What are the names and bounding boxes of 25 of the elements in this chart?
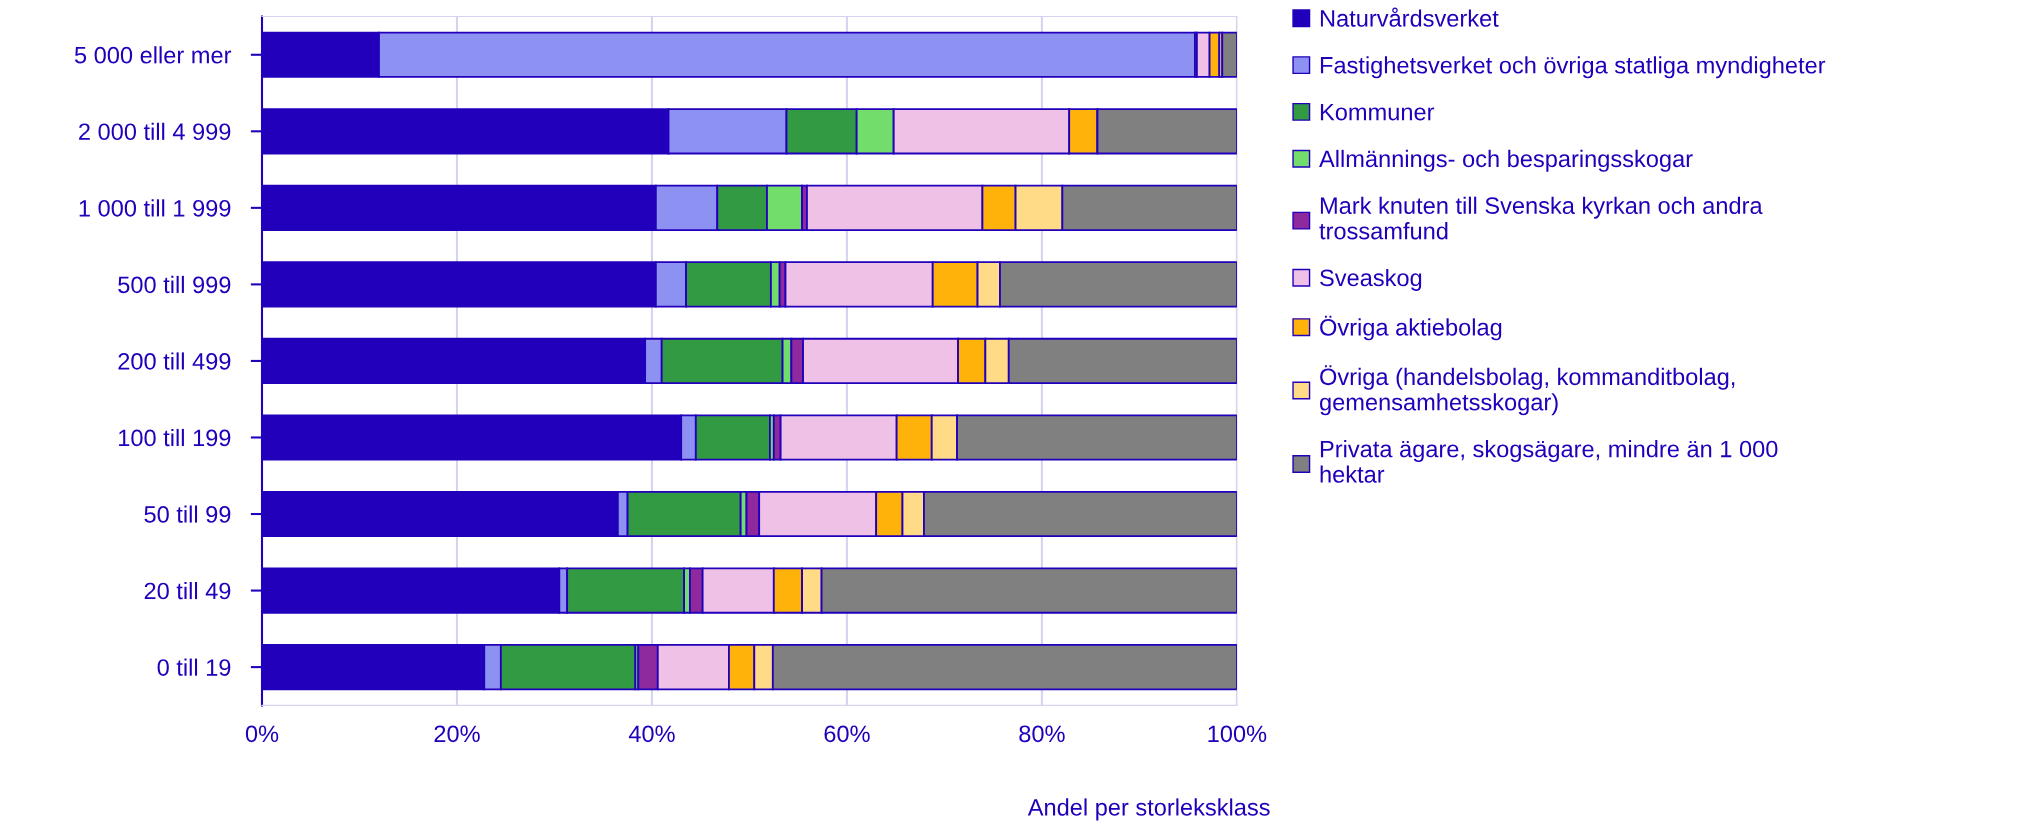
legend-label: Fastighetsverket och övriga statliga myndigheter [1320, 56, 1826, 79]
y-tick-label: 2 000 till 4 999 [79, 122, 231, 141]
legend-label: Övriga aktiebolag [1320, 315, 1502, 341]
y-tick-label: 1 000 till 1 999 [79, 199, 231, 217]
legend-label: Övriga (handelsbolag, kommanditbolag, gemensamhetsskogar) [1320, 365, 1735, 416]
x-tick-label: 100% [1208, 725, 1267, 743]
y-tick-label: 200 till 499 [118, 352, 231, 370]
legend-label: Sveaskog [1320, 268, 1422, 291]
y-tick-label: 20 till 49 [144, 582, 231, 600]
y-tick-label: 50 till 99 [144, 505, 231, 523]
legend-label: Mark knuten till Svenska kyrkan och andra trossamfund [1319, 196, 1763, 240]
y-tick-label: 0 till 19 [157, 658, 231, 676]
y-tick-label: 100 till 199 [119, 428, 231, 447]
x-axis-title: Andel per storleksklass [1027, 798, 1270, 821]
x-tick-label: 20% [434, 725, 480, 743]
legend-label: Kommuner [1320, 103, 1435, 121]
legend-label: Naturvårdsverket [1320, 7, 1499, 27]
legend-label: Privata ägare, skogsägare, mindre än 1 000 hektar [1320, 440, 1778, 483]
x-tick-label: 0% [245, 725, 279, 743]
x-tick-label: 80% [1019, 725, 1065, 743]
y-tick-label: 500 till 999 [118, 275, 231, 294]
x-tick-label: 60% [824, 725, 870, 743]
y-tick-label: 5 000 eller mer [74, 46, 232, 64]
legend-label: Allmännings- och besparingsskogar [1319, 149, 1693, 172]
x-tick-label: 40% [628, 725, 675, 743]
